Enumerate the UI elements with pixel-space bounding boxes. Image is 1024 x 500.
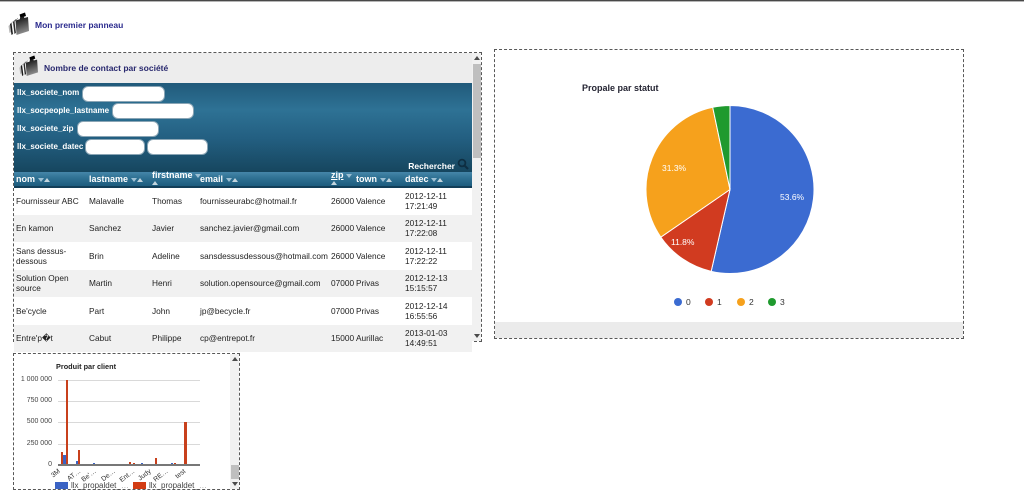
- svg-text:31.3%: 31.3%: [662, 163, 687, 173]
- svg-text:11.8%: 11.8%: [671, 237, 695, 247]
- svg-text:53.6%: 53.6%: [780, 192, 805, 202]
